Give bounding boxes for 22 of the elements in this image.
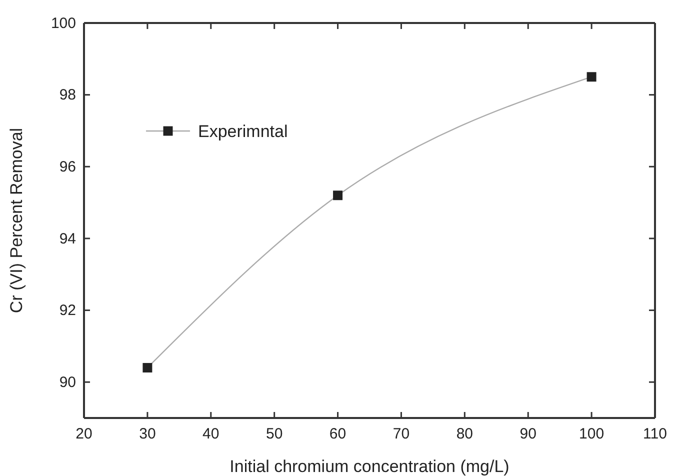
x-tick-label: 110 [643, 426, 667, 443]
x-tick-label: 100 [579, 426, 604, 443]
y-tick-label: 92 [59, 302, 76, 320]
x-tick-label: 50 [266, 426, 283, 443]
x-tick-label: 60 [329, 426, 346, 443]
x-tick-label: 40 [202, 426, 220, 443]
point [333, 190, 343, 200]
y-tick-label: 96 [59, 158, 76, 176]
x-tick-label: 70 [392, 426, 410, 443]
y-tick-label: 94 [59, 230, 76, 248]
x-tick-label: 80 [456, 426, 474, 443]
point [586, 72, 596, 82]
y-tick-label: 100 [50, 14, 76, 32]
point [142, 362, 152, 372]
x-axis-title: Initial chromium concentration (mg/L) [230, 457, 510, 476]
legend-label: Experimntal [198, 122, 288, 141]
x-tick-label: 30 [139, 426, 156, 443]
x-tick-label: 90 [520, 426, 536, 443]
y-tick-label: 98 [59, 86, 76, 104]
y-axis-title: Cr (VI) Percent Removal [7, 128, 26, 314]
y-tick-label: 90 [59, 374, 76, 391]
x-tick-label: 20 [76, 426, 92, 443]
